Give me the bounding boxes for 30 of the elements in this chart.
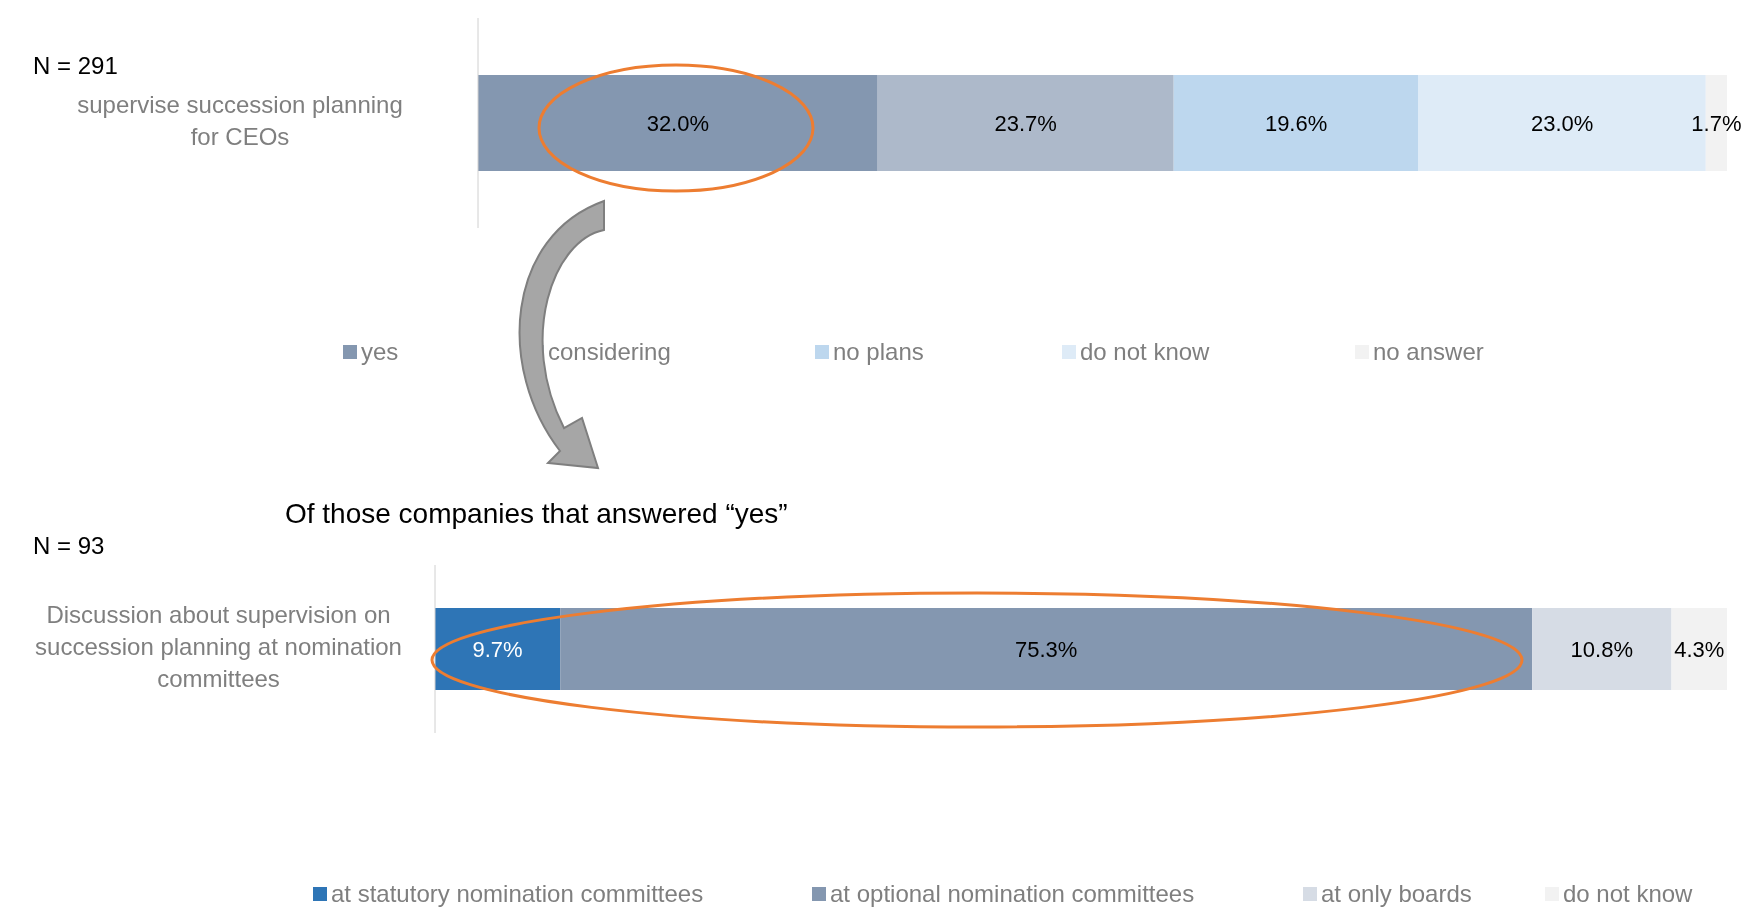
legend-label: yes xyxy=(361,338,399,366)
chart-title: Of those companies that answered “yes” xyxy=(285,498,788,530)
bar xyxy=(877,75,1174,171)
data-label: 23.0% xyxy=(1530,110,1594,136)
legend-label: no answer xyxy=(1373,338,1484,366)
bar xyxy=(560,608,1533,690)
legend-label: considering xyxy=(548,338,671,366)
text: N = 291 xyxy=(33,52,118,80)
data-label: 19.6% xyxy=(1264,110,1328,136)
data-label: 10.8% xyxy=(1570,636,1633,662)
y-tick-label: supervise succession planning for CEOs xyxy=(77,91,403,151)
bar xyxy=(478,75,878,171)
legend-label: at statutory nomination committees xyxy=(331,880,704,908)
legend-label: at optional nomination committees xyxy=(830,880,1195,908)
bar xyxy=(435,608,561,690)
legend-label: at only boards xyxy=(1321,880,1472,908)
data-label: 9.7% xyxy=(472,636,523,662)
bar xyxy=(1671,608,1727,690)
bar xyxy=(1173,75,1419,171)
text: N = 93 xyxy=(33,532,105,560)
data-label: 4.3% xyxy=(1674,636,1725,662)
y-tick-label: Discussion about supervision on succession planning at nomination committees xyxy=(35,601,402,693)
bar xyxy=(1532,608,1672,690)
data-label: 75.3% xyxy=(1014,636,1078,662)
data-label: 32.0% xyxy=(646,110,710,136)
data-label: 1.7% xyxy=(1691,110,1742,136)
legend-label: no plans xyxy=(833,338,924,366)
legend-label: do not know xyxy=(1080,338,1210,366)
legend-label: do not know xyxy=(1563,880,1693,908)
data-label: 23.7% xyxy=(994,110,1057,136)
